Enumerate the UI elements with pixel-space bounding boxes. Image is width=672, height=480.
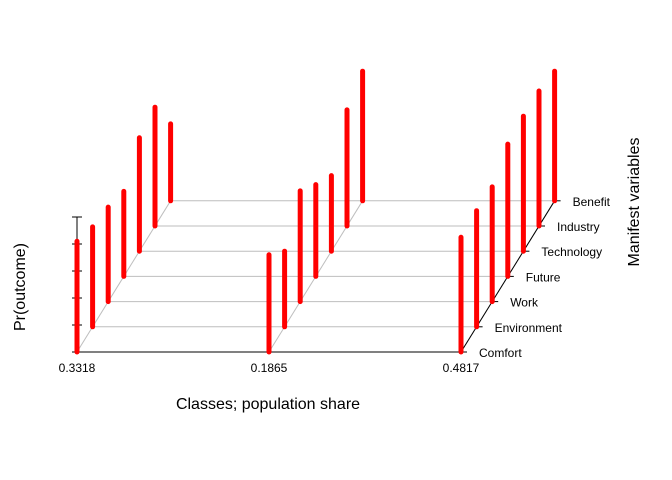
variable-label: Benefit bbox=[573, 195, 611, 209]
z-axis-title: Manifest variables bbox=[626, 138, 643, 267]
variable-label: Future bbox=[526, 270, 561, 284]
bars bbox=[74, 68, 558, 355]
class-label: 0.4817 bbox=[443, 361, 480, 375]
variable-label: Technology bbox=[541, 245, 602, 259]
y-axis-title: Pr(outcome) bbox=[12, 243, 29, 331]
x-axis-title: Classes; population share bbox=[176, 396, 360, 413]
variable-label: Work bbox=[510, 296, 539, 310]
class-label: 0.1865 bbox=[251, 361, 288, 375]
class-label: 0.3318 bbox=[59, 361, 96, 375]
variable-label: Environment bbox=[495, 321, 563, 335]
variable-label: Comfort bbox=[479, 346, 522, 360]
variable-label: Industry bbox=[557, 220, 600, 234]
